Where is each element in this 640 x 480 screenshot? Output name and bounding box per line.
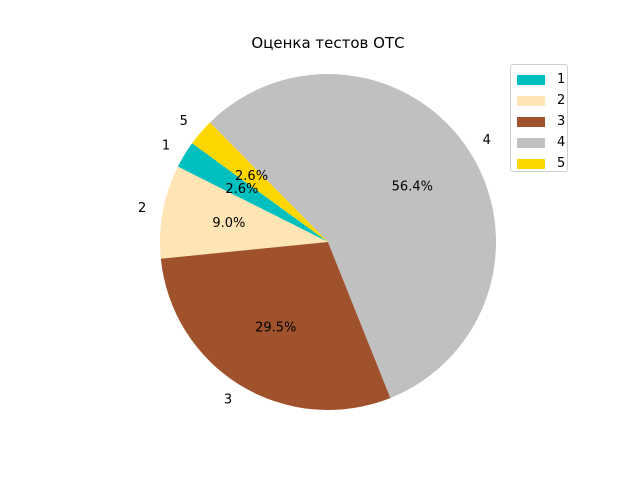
category-labels: 1 2 3 4 5	[138, 114, 491, 407]
category-label-2: 2	[138, 201, 146, 216]
pie-slice-4	[209, 74, 497, 398]
chart-title: Оценка тестов ОТС	[251, 34, 405, 52]
percent-label-2: 9.0%	[212, 216, 245, 231]
pie-slices	[160, 74, 497, 411]
pie-slice-3	[160, 242, 391, 411]
legend-label-2: 2	[557, 93, 566, 108]
percent-labels: 2.6% 9.0% 29.5% 56.4% 2.6%	[212, 169, 433, 336]
category-label-4: 4	[483, 133, 491, 148]
legend-item-3: 3	[511, 111, 567, 132]
legend-label-5: 5	[557, 156, 566, 171]
legend-item-2: 2	[511, 90, 567, 111]
legend-swatch-1	[517, 74, 545, 85]
category-label-3: 3	[224, 393, 232, 408]
legend-swatch-5	[517, 158, 545, 169]
category-label-1: 1	[162, 138, 170, 153]
percent-label-4: 56.4%	[392, 179, 433, 194]
legend-label-4: 4	[557, 135, 566, 150]
pie-slice-2	[160, 166, 328, 259]
legend-item-4: 4	[511, 132, 567, 153]
legend-item-1: 1	[511, 69, 567, 90]
legend-swatch-2	[517, 95, 545, 106]
percent-label-3: 29.5%	[255, 321, 296, 336]
legend-label-1: 1	[557, 72, 566, 87]
percent-label-5: 2.6%	[235, 169, 268, 184]
pie-slice-5	[192, 122, 328, 242]
legend-item-5: 5	[511, 153, 567, 174]
percent-label-1: 2.6%	[225, 182, 258, 197]
pie-slice-1	[177, 143, 328, 242]
legend-swatch-3	[517, 116, 545, 127]
legend: 1 2 3 4 5	[510, 64, 568, 172]
category-label-5: 5	[180, 114, 188, 129]
legend-swatch-4	[517, 137, 545, 148]
legend-label-3: 3	[557, 114, 566, 129]
